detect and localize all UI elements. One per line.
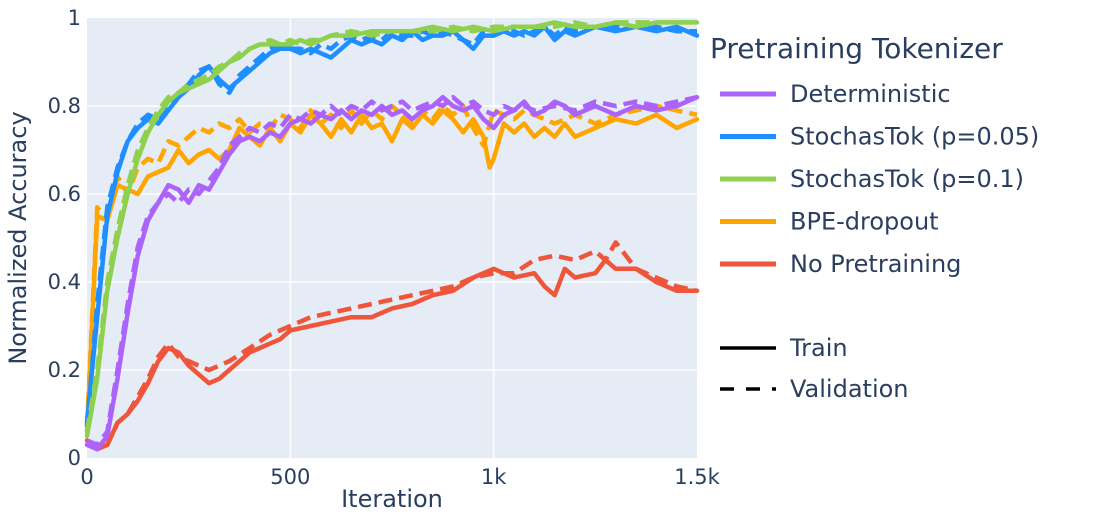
stochastok-p-0-1-validation-line: [84, 20, 697, 432]
x-axis-title: Iteration: [341, 485, 443, 513]
x-tick-label: 500: [270, 465, 310, 489]
legend-label-bpe-dropout: BPE-dropout: [790, 208, 939, 236]
legend-style-entries: Train Validation: [720, 334, 909, 403]
y-tick-label: 1: [68, 6, 81, 30]
x-tick-label: 0: [80, 465, 93, 489]
legend-label-stochastok-p-0-05: StochasTok (p=0.05): [790, 123, 1039, 151]
legend-series-entries: Deterministic StochasTok (p=0.05) StochasT…: [720, 80, 1039, 278]
x-axis-ticks: 0 500 1k 1.5k: [80, 465, 720, 489]
legend-label-no-pretraining: No Pretraining: [790, 250, 961, 278]
legend-label-validation: Validation: [790, 375, 909, 403]
x-tick-label: 1k: [481, 465, 507, 489]
legend: Pretraining Tokenizer Deterministic Stoch…: [710, 32, 1039, 403]
y-tick-label: 0: [68, 446, 81, 470]
x-tick-label: 1.5k: [674, 465, 720, 489]
bpe-dropout-train-line: [84, 108, 700, 434]
y-tick-label: 0.8: [48, 94, 81, 118]
legend-title: Pretraining Tokenizer: [710, 32, 1003, 65]
y-axis-title: Normalized Accuracy: [4, 111, 32, 364]
legend-label-stochastok-p-0-1: StochasTok (p=0.1): [790, 165, 1024, 193]
y-tick-label: 0.4: [48, 270, 81, 294]
stochastok-p-0-1-train-line: [84, 20, 700, 439]
deterministic-train-line: [84, 94, 700, 452]
bpe-dropout-validation-line: [84, 103, 698, 428]
legend-label-train: Train: [789, 334, 848, 362]
y-tick-label: 0.2: [48, 358, 81, 382]
series-lines: [84, 20, 700, 452]
y-tick-label: 0.6: [48, 182, 81, 206]
plot-background: [87, 18, 697, 458]
no-pretraining-train-line: [84, 257, 700, 452]
legend-label-deterministic: Deterministic: [790, 80, 951, 108]
y-axis-ticks: 0 0.2 0.4 0.6 0.8 1: [48, 6, 81, 470]
